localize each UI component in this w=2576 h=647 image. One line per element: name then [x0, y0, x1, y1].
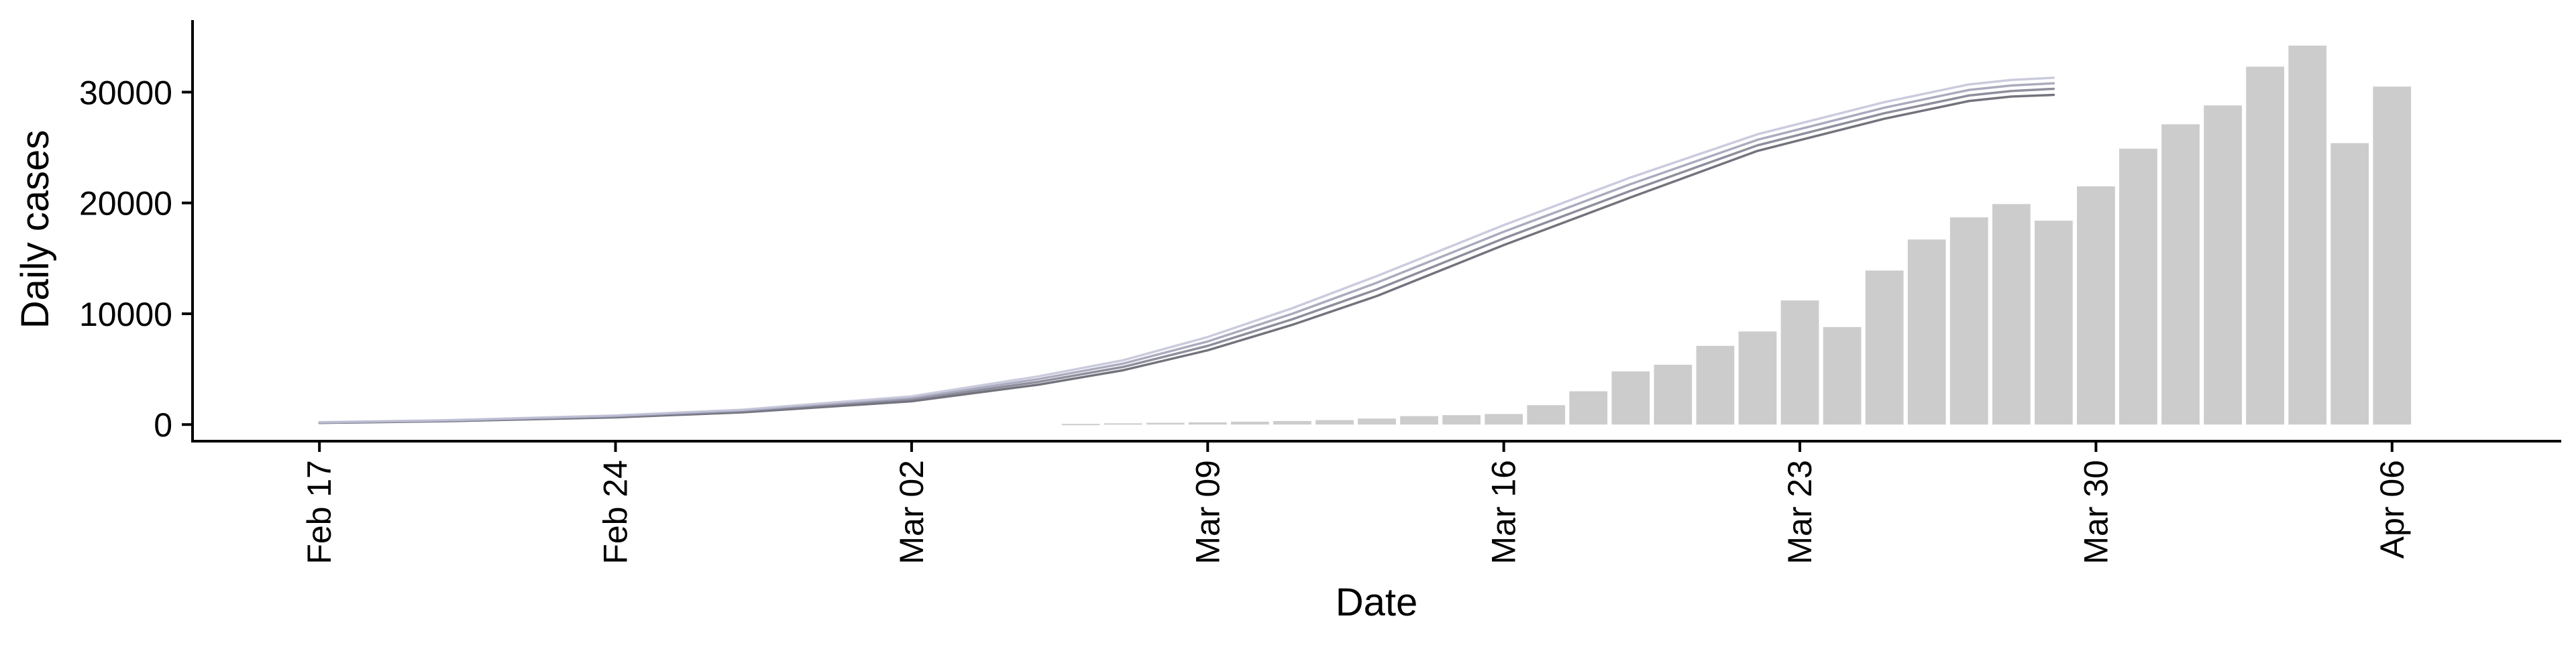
bar-2020-03-20 [1654, 364, 1693, 425]
x-tick-label: Mar 02 [893, 460, 930, 565]
x-axis-label: Date [1336, 581, 1418, 624]
bar-2020-03-09 [1188, 422, 1227, 425]
bar-2020-03-11 [1273, 420, 1311, 425]
bars-layer [1061, 46, 2412, 426]
bar-2020-03-31 [2119, 148, 2157, 425]
y-tick-label: 10000 [79, 296, 172, 333]
bar-2020-04-03 [2246, 66, 2284, 425]
x-tick-label: Mar 16 [1485, 460, 1523, 565]
y-tick-label: 30000 [79, 74, 172, 111]
y-tick-label: 20000 [79, 185, 172, 223]
bar-2020-03-22 [1738, 331, 1777, 425]
bar-2020-03-07 [1104, 423, 1142, 425]
bar-2020-03-17 [1527, 405, 1566, 425]
bar-2020-03-12 [1316, 420, 1354, 425]
x-axis-ticks: Feb 17 Feb 24 Mar 02 Mar 09 Mar 16 Mar 23 Mar … [301, 441, 2411, 565]
bar-2020-03-21 [1696, 345, 1735, 425]
bar-2020-03-23 [1780, 300, 1819, 425]
y-axis-label: Daily cases [13, 130, 57, 329]
x-tick-label: Mar 23 [1781, 460, 1819, 565]
bar-2020-03-16 [1485, 414, 1523, 425]
x-tick-label: Mar 30 [2077, 460, 2114, 565]
bar-2020-03-19 [1611, 371, 1650, 425]
bar-2020-04-05 [2330, 143, 2369, 425]
bar-2020-03-27 [1949, 217, 1988, 425]
x-tick-label: Feb 17 [301, 460, 338, 565]
x-tick-label: Apr 06 [2373, 460, 2411, 558]
lines-layer [318, 76, 2055, 424]
bar-2020-03-10 [1230, 421, 1269, 425]
x-tick-label: Feb 24 [597, 460, 635, 565]
bar-2020-03-28 [1992, 204, 2031, 425]
bar-2020-04-01 [2161, 124, 2200, 425]
bar-2020-03-24 [1823, 327, 1862, 425]
bar-2020-03-30 [2077, 186, 2115, 425]
bar-2020-03-29 [2034, 221, 2073, 425]
bar-2020-03-26 [1907, 239, 1946, 425]
bar-2020-03-18 [1569, 391, 1608, 425]
bar-2020-03-13 [1358, 418, 1396, 425]
bar-2020-03-15 [1442, 415, 1481, 425]
x-tick-label: Mar 09 [1189, 460, 1226, 565]
line-series-4 [318, 76, 2055, 424]
bar-2020-03-06 [1061, 424, 1100, 426]
bar-2020-03-08 [1146, 422, 1185, 425]
bar-2020-03-14 [1400, 416, 1438, 425]
bar-2020-04-06 [2373, 86, 2412, 425]
bar-2020-04-04 [2288, 46, 2327, 425]
y-tick-label: 0 [154, 406, 172, 444]
bar-2020-03-25 [1865, 270, 1904, 425]
y-axis-ticks: 0 10000 20000 30000 [79, 74, 193, 444]
bar-2020-04-02 [2204, 105, 2242, 425]
